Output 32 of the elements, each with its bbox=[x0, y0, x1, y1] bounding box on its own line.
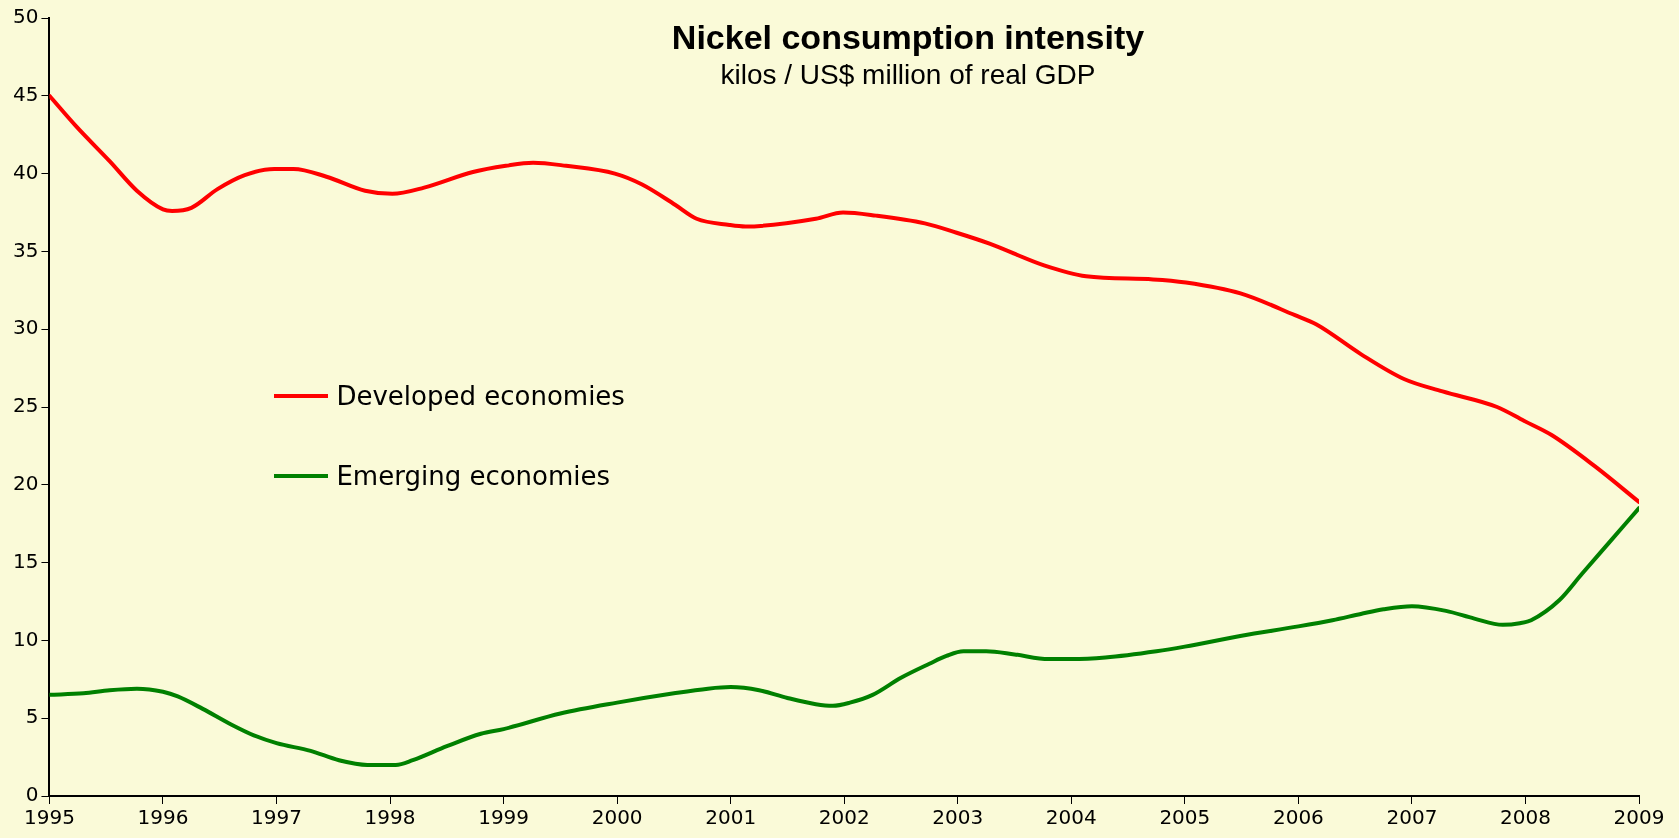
x-tick-label: 2006 bbox=[1272, 805, 1324, 830]
x-tick-label: 2003 bbox=[932, 805, 984, 830]
text: kilos / US$ million of real GDP bbox=[719, 59, 1097, 91]
x-tick-label: 1999 bbox=[478, 805, 530, 830]
x-tick-label: 2000 bbox=[591, 805, 643, 830]
y-tick-label: 30 bbox=[13, 315, 39, 340]
legend-label: Emerging economies bbox=[336, 460, 611, 491]
y-tick-label: 10 bbox=[13, 626, 39, 651]
legend-label: Developed economies bbox=[336, 380, 625, 411]
y-tick-label: 45 bbox=[13, 82, 39, 106]
x-tick-label: 2009 bbox=[1613, 805, 1665, 830]
y-tick-label: 35 bbox=[13, 237, 39, 262]
x-tick-label: 2005 bbox=[1159, 805, 1211, 830]
y-tick-label: 15 bbox=[13, 548, 39, 573]
x-tick-label: 1998 bbox=[364, 805, 416, 830]
chart-title: Nickel consumption intensity bbox=[670, 18, 1146, 57]
y-tick-label: 25 bbox=[13, 393, 39, 418]
y-tick-label: 20 bbox=[13, 471, 39, 495]
x-tick-label: 2004 bbox=[1045, 805, 1097, 830]
x-tick-label: 2007 bbox=[1386, 805, 1438, 830]
x-tick-label: 1996 bbox=[137, 805, 189, 830]
x-tick-label: 1995 bbox=[24, 805, 75, 830]
y-tick-label: 50 bbox=[13, 4, 39, 29]
line-series bbox=[49, 93, 1639, 504]
x-tick-label: 1997 bbox=[251, 805, 302, 830]
y-tick-label: 40 bbox=[13, 159, 39, 184]
line-series bbox=[49, 506, 1639, 767]
x-tick-label: 2002 bbox=[818, 805, 870, 830]
y-tick-label: 5 bbox=[25, 704, 39, 729]
y-tick-label: 0 bbox=[25, 782, 39, 807]
x-tick-label: 2008 bbox=[1500, 805, 1551, 830]
x-tick-label: 2001 bbox=[705, 805, 757, 830]
